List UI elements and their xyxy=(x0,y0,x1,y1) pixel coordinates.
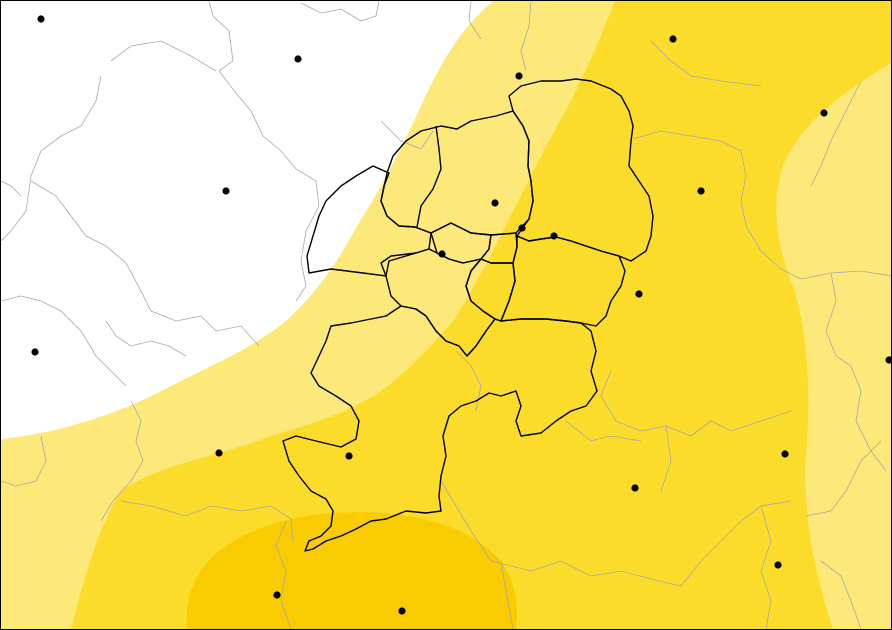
station-point[interactable] xyxy=(345,452,353,460)
station-point[interactable] xyxy=(37,15,45,23)
station-point[interactable] xyxy=(273,591,281,599)
station-point[interactable] xyxy=(438,250,446,258)
station-point[interactable] xyxy=(398,607,406,615)
station-point[interactable] xyxy=(635,290,643,298)
station-point[interactable] xyxy=(491,199,499,207)
zone-mid xyxy=(71,1,891,629)
station-point[interactable] xyxy=(631,484,639,492)
zone-dark xyxy=(186,512,518,629)
district-south-large xyxy=(282,305,598,552)
district-north-sub xyxy=(416,125,442,228)
station-point[interactable] xyxy=(518,224,526,232)
station-point[interactable] xyxy=(669,35,677,43)
station-point[interactable] xyxy=(294,55,302,63)
station-point[interactable] xyxy=(820,109,828,117)
station-point[interactable] xyxy=(222,187,230,195)
district-borders xyxy=(282,78,654,552)
station-point[interactable] xyxy=(515,72,523,80)
station-point[interactable] xyxy=(774,561,782,569)
station-points xyxy=(31,15,891,615)
district-northeast xyxy=(508,78,654,262)
station-point[interactable] xyxy=(215,449,223,457)
station-point[interactable] xyxy=(31,348,39,356)
station-point[interactable] xyxy=(550,232,558,240)
station-point[interactable] xyxy=(781,450,789,458)
station-point[interactable] xyxy=(697,187,705,195)
station-point[interactable] xyxy=(885,356,891,364)
